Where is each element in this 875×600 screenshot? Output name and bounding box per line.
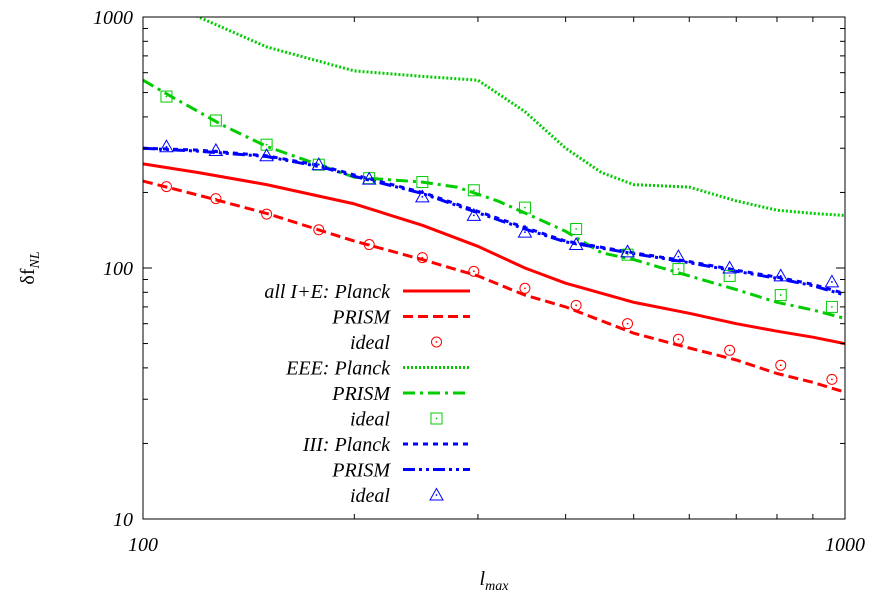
data-point-8-0 <box>159 139 174 153</box>
data-point-8-9 <box>620 244 635 258</box>
data-point-2-9 <box>622 318 634 330</box>
data-point-2-11 <box>724 344 736 356</box>
data-point-8-5 <box>414 189 430 203</box>
series-line-1 <box>143 179 845 394</box>
series-line-4 <box>143 78 845 320</box>
legend-label: PRISM <box>331 307 391 329</box>
data-point-5-8 <box>570 223 583 236</box>
data-point-5-13 <box>825 300 838 313</box>
data-point-5-7 <box>518 201 531 214</box>
data-point-5-12 <box>774 289 787 302</box>
legend-label: PRISM <box>331 460 391 482</box>
data-point-2-13 <box>826 373 838 385</box>
series-line-0 <box>143 162 845 346</box>
data-point-5-6 <box>467 184 480 197</box>
data-point-2-3 <box>313 224 325 236</box>
data-point-5-11 <box>723 269 736 282</box>
data-point-8-2 <box>259 148 274 162</box>
y-tick-label: 10 <box>113 509 133 531</box>
plot-frame <box>142 16 846 520</box>
data-point-5-0 <box>160 90 173 103</box>
data-point-8-1 <box>208 142 224 156</box>
data-point-8-10 <box>671 249 686 263</box>
data-point-2-2 <box>261 208 273 220</box>
data-point-2-0 <box>160 181 172 193</box>
data-point-8-4 <box>361 171 377 185</box>
legend-marker <box>430 412 443 425</box>
y-tick-label: 1000 <box>93 7 133 29</box>
y-tick-label: 100 <box>103 258 133 280</box>
data-point-8-3 <box>311 157 327 171</box>
marker-layer <box>159 90 840 385</box>
data-point-5-5 <box>416 176 429 189</box>
legend: all I+E: Planck PRISM ideal EEE: Planck PRIS… <box>264 281 470 507</box>
data-point-2-7 <box>519 282 531 294</box>
y-axis-label: δfNL <box>17 251 43 284</box>
data-point-2-1 <box>210 193 222 205</box>
data-point-2-6 <box>468 265 480 277</box>
data-point-8-8 <box>568 237 584 251</box>
tick-layer: 10 100 1000 100 1000 <box>93 7 865 556</box>
x-axis-label: lmax <box>480 568 510 594</box>
data-point-2-10 <box>672 333 684 345</box>
legend-label: ideal <box>350 409 390 431</box>
data-point-2-4 <box>363 239 375 251</box>
series-layer <box>143 17 845 394</box>
data-point-2-5 <box>416 252 428 264</box>
legend-label: ideal <box>350 485 390 507</box>
legend-marker <box>431 336 442 348</box>
x-tick-label: 1000 <box>825 534 865 556</box>
series-line-7 <box>143 146 845 297</box>
legend-marker <box>429 487 444 501</box>
legend-label: III: Planck <box>302 434 391 456</box>
data-point-8-7 <box>517 224 533 238</box>
data-point-8-12 <box>773 268 789 282</box>
legend-label: EEE: Planck <box>285 358 391 380</box>
series-line-3 <box>195 17 845 217</box>
data-point-2-12 <box>775 359 787 371</box>
data-point-5-10 <box>672 263 685 276</box>
data-point-8-6 <box>466 207 482 221</box>
data-point-8-13 <box>824 274 840 288</box>
data-point-5-1 <box>209 114 222 127</box>
data-point-2-8 <box>570 299 582 311</box>
legend-label: all I+E: Planck <box>264 281 391 303</box>
data-point-8-11 <box>722 260 738 274</box>
x-tick-label: 100 <box>128 534 158 556</box>
legend-label: ideal <box>350 332 390 354</box>
legend-label: PRISM <box>331 383 391 405</box>
